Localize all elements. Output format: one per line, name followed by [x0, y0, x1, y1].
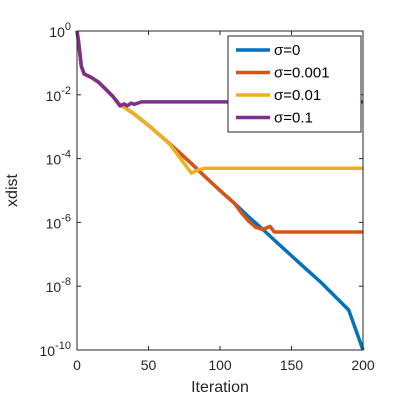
y-tick-exponent: -4: [61, 149, 71, 161]
x-tick-label: 0: [73, 357, 81, 373]
y-tick-label: 10-4: [46, 149, 71, 168]
legend-label: σ=0.01: [274, 87, 321, 104]
y-tick-base: 10: [46, 215, 62, 231]
y-tick-label: 10-10: [40, 340, 71, 359]
y-tick-base: 10: [46, 88, 62, 104]
y-tick-label: 10-6: [46, 212, 71, 231]
y-tick-base: 10: [46, 279, 62, 295]
x-tick-label: 100: [208, 357, 232, 373]
y-tick-exponent: -8: [61, 276, 71, 288]
y-tick-label: 10-8: [46, 276, 71, 295]
y-tick-base: 10: [40, 343, 56, 359]
y-tick-label: 100: [49, 21, 71, 40]
legend-label: σ=0: [274, 42, 300, 59]
series-line-3: [75, 30, 363, 108]
y-tick-exponent: -10: [55, 340, 71, 352]
y-tick-label: 10-2: [46, 85, 71, 104]
y-axis-title: xdist: [4, 174, 21, 207]
legend: σ=0 σ=0.001 σ=0.01 σ=0.1: [227, 35, 362, 133]
y-tick-exponent: 0: [65, 21, 71, 33]
x-axis-title: Iteration: [191, 379, 249, 396]
legend-label: σ=0.1: [274, 110, 313, 127]
x-tick-label: 150: [280, 357, 304, 373]
y-tick-base: 10: [49, 24, 65, 40]
x-axis: 0 50 100 150 200: [73, 31, 375, 373]
y-tick-base: 10: [46, 152, 62, 168]
plot-lines: [75, 30, 365, 351]
x-tick-label: 200: [351, 357, 375, 373]
y-tick-exponent: -2: [61, 85, 71, 97]
x-tick-label: 50: [141, 357, 157, 373]
legend-label: σ=0.001: [274, 65, 330, 82]
y-tick-exponent: -6: [61, 212, 71, 224]
